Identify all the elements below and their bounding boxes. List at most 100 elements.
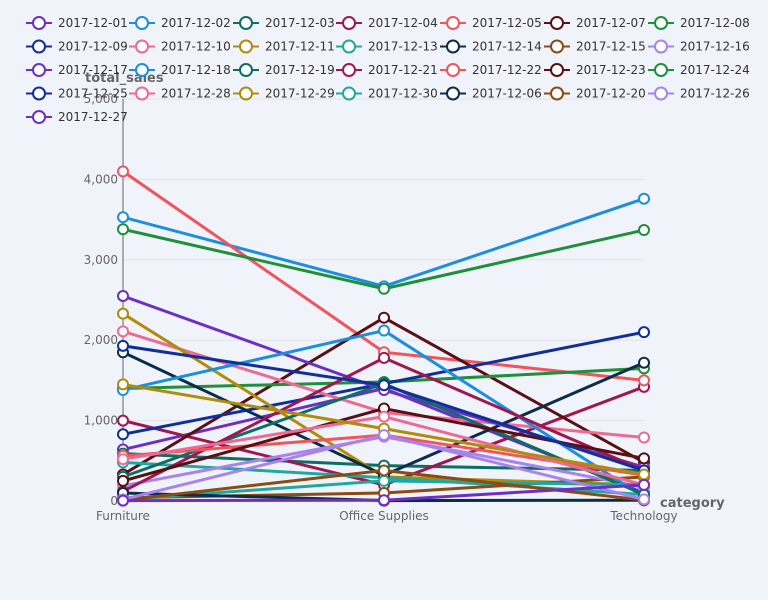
data-point[interactable] xyxy=(638,452,650,465)
legend-item[interactable]: 2017-12-02 xyxy=(129,16,231,30)
legend-item[interactable]: 2017-12-06 xyxy=(440,86,542,101)
data-point[interactable] xyxy=(117,414,129,427)
x-tick-label: Office Supplies xyxy=(339,509,429,523)
data-point[interactable] xyxy=(378,311,390,324)
legend-label: 2017-12-07 xyxy=(576,16,646,30)
legend-item[interactable]: 2017-12-25 xyxy=(26,86,128,101)
data-point[interactable] xyxy=(117,325,129,338)
data-point[interactable] xyxy=(378,494,390,507)
legend-label: 2017-12-25 xyxy=(58,87,128,101)
legend-item[interactable]: 2017-12-20 xyxy=(544,86,646,101)
legend-item[interactable]: 2017-12-10 xyxy=(129,39,231,54)
data-point[interactable] xyxy=(117,211,129,224)
legend-label: 2017-12-18 xyxy=(161,63,231,77)
data-point[interactable] xyxy=(378,474,390,487)
data-point[interactable] xyxy=(638,374,650,387)
legend-swatch-marker xyxy=(32,86,46,101)
data-point[interactable] xyxy=(638,431,650,444)
legend-item[interactable]: 2017-12-26 xyxy=(648,86,750,101)
legend-label: 2017-12-05 xyxy=(472,16,542,30)
legend-label: 2017-12-20 xyxy=(576,87,646,101)
data-point[interactable] xyxy=(638,192,650,205)
legend-item[interactable]: 2017-12-15 xyxy=(544,39,646,54)
data-point[interactable] xyxy=(117,307,129,320)
legend-label: 2017-12-17 xyxy=(58,63,128,77)
legend-item[interactable]: 2017-12-13 xyxy=(336,39,438,54)
data-point[interactable] xyxy=(117,339,129,352)
legend-item[interactable]: 2017-12-21 xyxy=(336,63,438,77)
data-point[interactable] xyxy=(117,474,129,487)
legend-label: 2017-12-22 xyxy=(472,63,542,77)
legend-label: 2017-12-26 xyxy=(680,87,750,101)
legend[interactable]: 2017-12-01 2017-12-02 2017-12-03 2017-12-04… xyxy=(26,16,750,124)
legend-item[interactable]: 2017-12-22 xyxy=(440,63,542,77)
legend-label: 2017-12-13 xyxy=(368,40,438,54)
data-point[interactable] xyxy=(378,379,390,392)
legend-swatch-marker xyxy=(654,86,668,101)
series-line xyxy=(122,197,645,288)
legend-label: 2017-12-14 xyxy=(472,40,542,54)
data-point[interactable] xyxy=(378,351,390,364)
legend-item[interactable]: 2017-12-24 xyxy=(648,63,750,77)
data-point[interactable] xyxy=(638,493,650,506)
data-point[interactable] xyxy=(117,494,129,507)
legend-item[interactable]: 2017-12-03 xyxy=(233,16,335,30)
legend-item[interactable]: 2017-12-14 xyxy=(440,39,542,54)
legend-swatch-marker xyxy=(342,16,356,30)
legend-item[interactable]: 2017-12-28 xyxy=(129,86,231,101)
data-point[interactable] xyxy=(378,464,390,477)
data-point[interactable] xyxy=(638,468,650,481)
legend-item[interactable]: 2017-12-08 xyxy=(648,16,750,30)
data-point[interactable] xyxy=(117,428,129,441)
legend-label: 2017-12-16 xyxy=(680,40,750,54)
legend-swatch-marker xyxy=(239,86,253,101)
legend-swatch-marker xyxy=(32,63,46,77)
legend-swatch-marker xyxy=(342,86,356,101)
legend-item[interactable]: 2017-12-16 xyxy=(648,39,750,54)
legend-swatch-marker xyxy=(135,16,149,30)
legend-label: 2017-12-30 xyxy=(368,87,438,101)
data-point[interactable] xyxy=(638,326,650,339)
legend-label: 2017-12-03 xyxy=(265,16,335,30)
data-point[interactable] xyxy=(638,478,650,491)
legend-item[interactable]: 2017-12-07 xyxy=(544,16,646,30)
data-point[interactable] xyxy=(117,289,129,302)
legend-swatch-marker xyxy=(550,63,564,77)
legend-swatch-marker xyxy=(342,63,356,77)
legend-label: 2017-12-27 xyxy=(58,110,128,124)
legend-swatch-marker xyxy=(32,39,46,54)
data-point[interactable] xyxy=(117,165,129,178)
legend-swatch-marker xyxy=(239,16,253,30)
legend-item[interactable]: 2017-12-30 xyxy=(336,86,438,101)
data-point[interactable] xyxy=(117,378,129,391)
legend-item[interactable]: 2017-12-04 xyxy=(336,16,438,30)
series-layer xyxy=(117,165,650,507)
y-tick-label: 3,000 xyxy=(84,253,118,267)
legend-item[interactable]: 2017-12-01 xyxy=(26,16,128,30)
legend-swatch-marker xyxy=(32,16,46,30)
data-point[interactable] xyxy=(378,410,390,423)
data-point[interactable] xyxy=(117,223,129,236)
legend-item[interactable]: 2017-12-19 xyxy=(233,63,335,77)
data-point[interactable] xyxy=(117,453,129,466)
legend-item[interactable]: 2017-12-05 xyxy=(440,16,542,30)
legend-label: 2017-12-24 xyxy=(680,63,750,77)
legend-item[interactable]: 2017-12-29 xyxy=(233,86,335,101)
legend-item[interactable]: 2017-12-27 xyxy=(26,110,128,124)
legend-label: 2017-12-09 xyxy=(58,40,128,54)
legend-item[interactable]: 2017-12-11 xyxy=(233,39,335,54)
data-point[interactable] xyxy=(638,224,650,237)
data-point[interactable] xyxy=(378,429,390,442)
data-point[interactable] xyxy=(378,282,390,295)
y-tick-label: 5,000 xyxy=(84,92,118,106)
data-point[interactable] xyxy=(638,356,650,369)
y-tick-label: 2,000 xyxy=(84,333,118,347)
legend-label: 2017-12-08 xyxy=(680,16,750,30)
data-point[interactable] xyxy=(378,324,390,337)
legend-item[interactable]: 2017-12-18 xyxy=(129,63,231,77)
legend-item[interactable]: 2017-12-17 xyxy=(26,63,128,77)
legend-item[interactable]: 2017-12-23 xyxy=(544,63,646,77)
legend-item[interactable]: 2017-12-09 xyxy=(26,39,128,54)
legend-swatch-marker xyxy=(550,16,564,30)
